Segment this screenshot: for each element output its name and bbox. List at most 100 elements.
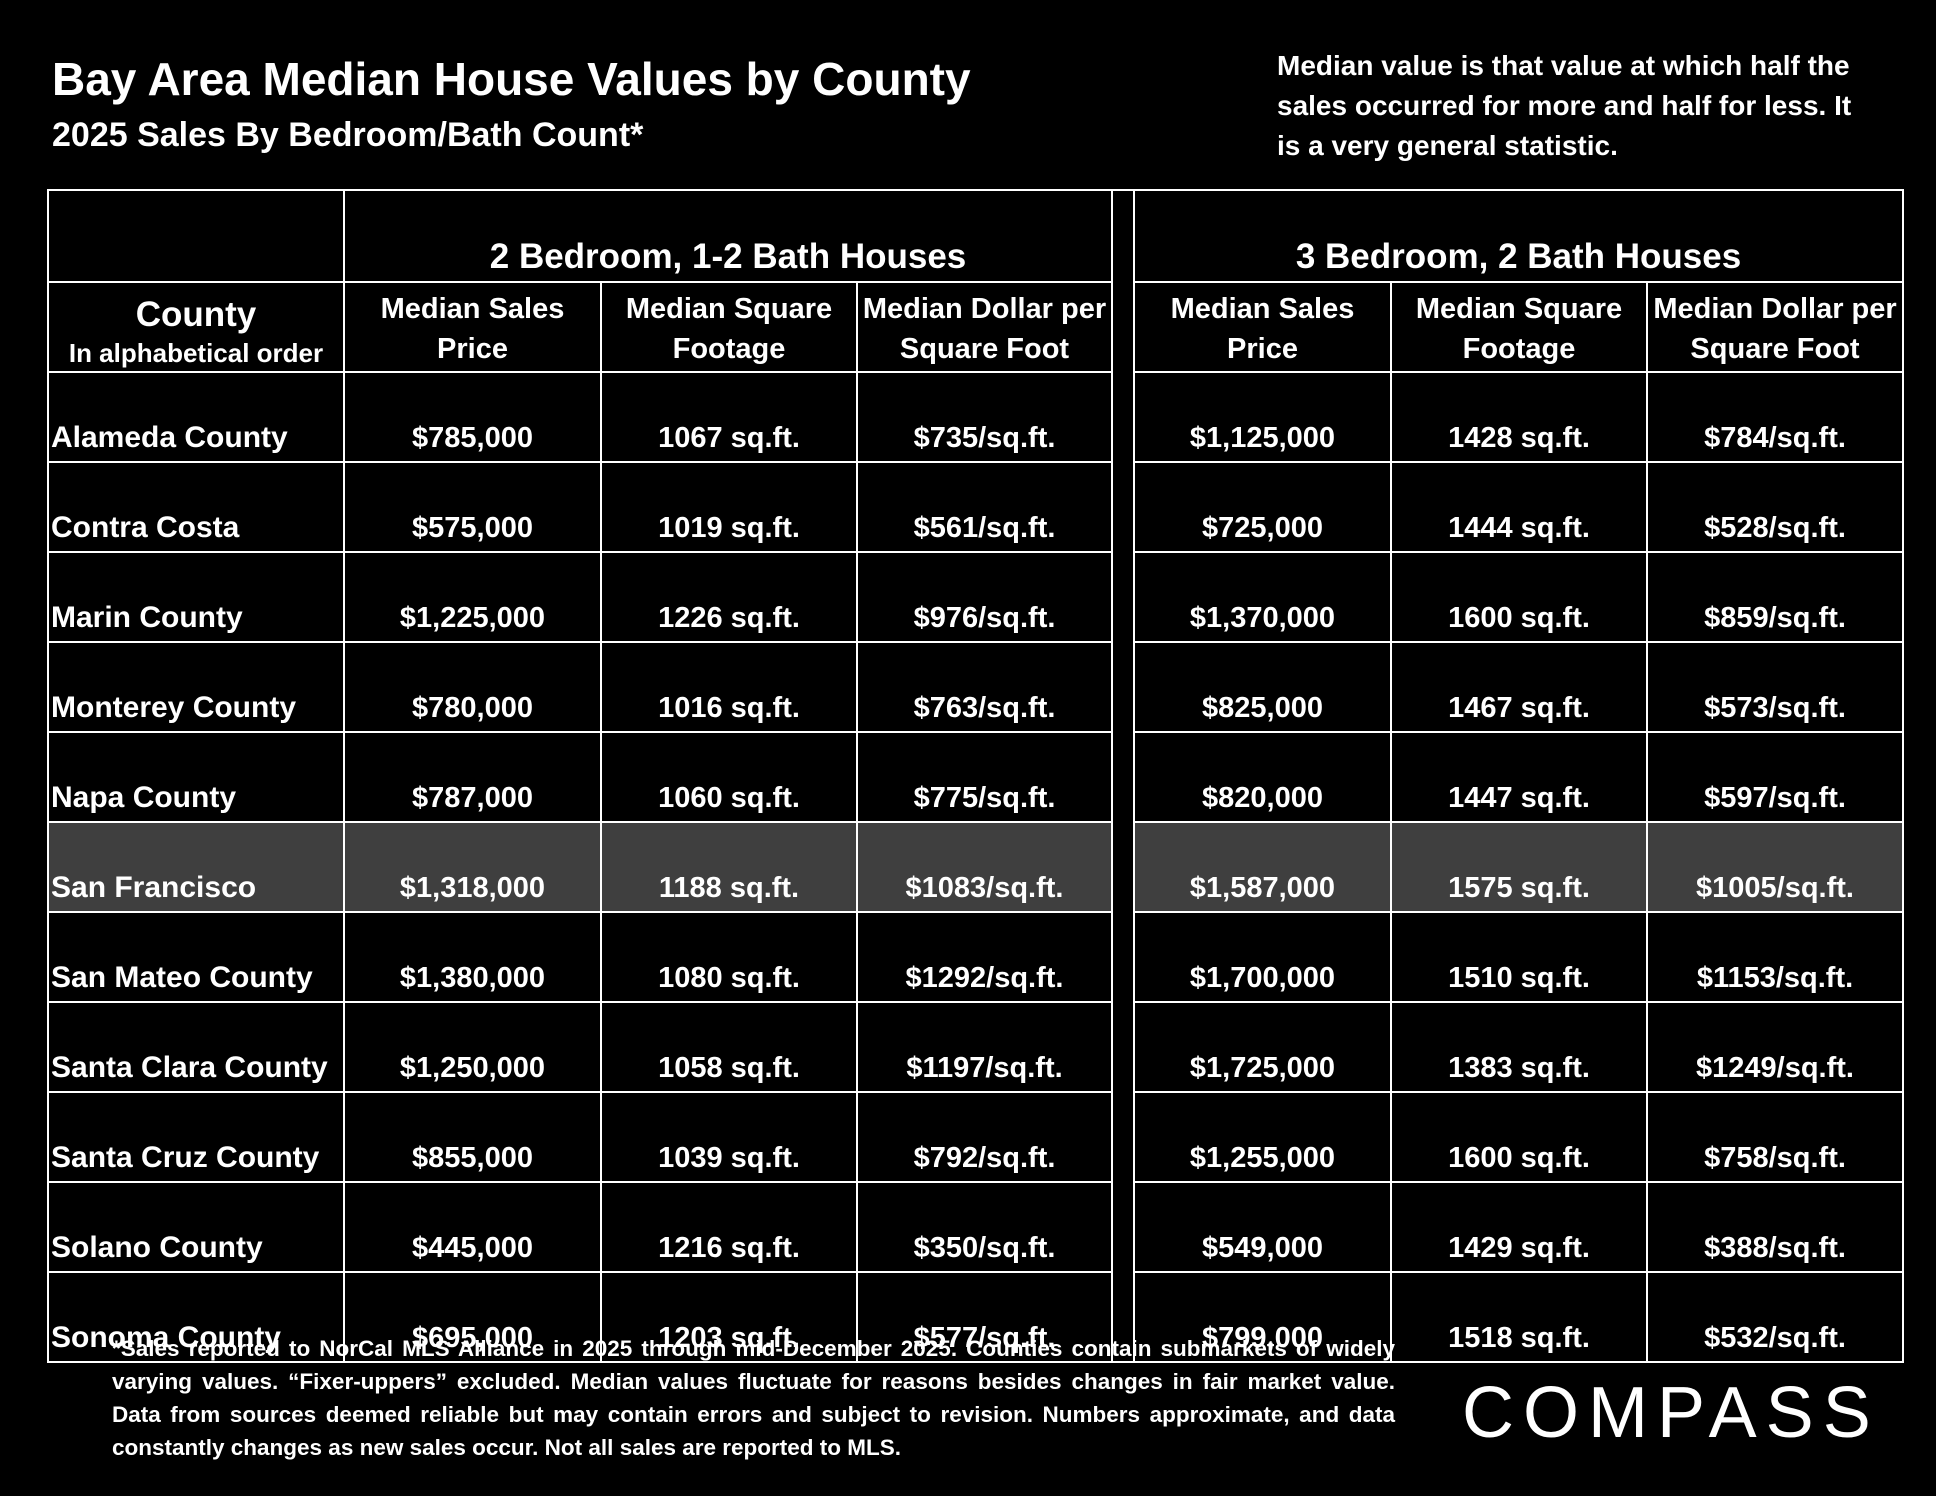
county-name: San Mateo County <box>47 911 345 1003</box>
cell: $1005/sq.ft. <box>1645 821 1905 913</box>
cell: $799,000 <box>1133 1271 1392 1363</box>
cell: $445,000 <box>343 1181 602 1273</box>
cell: $859/sq.ft. <box>1645 551 1905 643</box>
cell: $758/sq.ft. <box>1645 1091 1905 1183</box>
county-name: Santa Cruz County <box>47 1091 345 1183</box>
cell: $1,255,000 <box>1133 1091 1392 1183</box>
subtitle: 2025 Sales By Bedroom/Bath Count* <box>52 116 644 154</box>
cell: $1,125,000 <box>1133 371 1392 463</box>
cell: 1188 sq.ft. <box>600 821 858 913</box>
data-row: Alameda County $785,000 1067 sq.ft. $735/sq… <box>47 371 1905 463</box>
county-name: Marin County <box>47 551 345 643</box>
cell: 1067 sq.ft. <box>600 371 858 463</box>
column-header: Median Square Footage <box>600 281 858 373</box>
cell: $549,000 <box>1133 1181 1392 1273</box>
cell: $780,000 <box>343 641 602 733</box>
cell: $725,000 <box>1133 461 1392 553</box>
column-header: Median Dollar per Square Foot <box>856 281 1113 373</box>
data-row: Monterey County $780,000 1016 sq.ft. $763/s… <box>47 641 1905 733</box>
cell: $1,700,000 <box>1133 911 1392 1003</box>
cell: $1,250,000 <box>343 1001 602 1093</box>
cell: $1249/sq.ft. <box>1645 1001 1905 1093</box>
footnote: *Sales reported to NorCal MLS Alliance i… <box>112 1336 1395 1460</box>
title: Bay Area Median House Values by County <box>52 53 971 105</box>
county-header-cell: County In alphabetical order <box>47 281 345 373</box>
cell: $825,000 <box>1133 641 1392 733</box>
data-row: San Mateo County $1,380,000 1080 sq.ft. $12… <box>47 911 1905 1003</box>
cell: $976/sq.ft. <box>856 551 1113 643</box>
logo: COMPASS <box>1462 1373 1880 1453</box>
cell: 1060 sq.ft. <box>600 731 858 823</box>
cell: 1518 sq.ft. <box>1390 1271 1648 1363</box>
cell: $573/sq.ft. <box>1645 641 1905 733</box>
cell: 1428 sq.ft. <box>1390 371 1648 463</box>
cell: $792/sq.ft. <box>856 1091 1113 1183</box>
cell: $577/sq.ft. <box>856 1271 1113 1363</box>
cell: $695,000 <box>343 1271 602 1363</box>
cell: 1444 sq.ft. <box>1390 461 1648 553</box>
cell: 1467 sq.ft. <box>1390 641 1648 733</box>
column-header: Median Sales Price <box>343 281 602 373</box>
cell: $1,380,000 <box>343 911 602 1003</box>
cell: 1600 sq.ft. <box>1390 1091 1648 1183</box>
cell: $784/sq.ft. <box>1645 371 1905 463</box>
cell: $1,318,000 <box>343 821 602 913</box>
group-header: 2 Bedroom, 1-2 Bath Houses <box>343 189 1113 283</box>
cell: 1600 sq.ft. <box>1390 551 1648 643</box>
cell: 1575 sq.ft. <box>1390 821 1648 913</box>
cell: 1510 sq.ft. <box>1390 911 1648 1003</box>
county-name: Monterey County <box>47 641 345 733</box>
county-subheader: In alphabetical order <box>68 338 324 368</box>
cell: $1083/sq.ft. <box>856 821 1113 913</box>
cell: 1080 sq.ft. <box>600 911 858 1003</box>
cell: $763/sq.ft. <box>856 641 1113 733</box>
cell: 1019 sq.ft. <box>600 461 858 553</box>
group-header: 3 Bedroom, 2 Bath Houses <box>1132 189 1905 283</box>
data-row: Napa County $787,000 1060 sq.ft. $775/sq.ft… <box>47 731 1905 823</box>
note: Median value is that value at which half… <box>1277 50 1852 161</box>
county-name: Sonoma County <box>47 1271 345 1363</box>
cell: 1203 sq.ft. <box>600 1271 858 1363</box>
cell: $575,000 <box>343 461 602 553</box>
cell: $1,587,000 <box>1133 821 1392 913</box>
cell: $820,000 <box>1133 731 1392 823</box>
data-table: 2 Bedroom, 1-2 Bath Houses 3 Bedroom, 2 B… <box>47 189 1905 1363</box>
cell: $855,000 <box>343 1091 602 1183</box>
column-header: Median Sales Price <box>1133 281 1392 373</box>
cell: $787,000 <box>343 731 602 823</box>
cell: $785,000 <box>343 371 602 463</box>
cell: 1383 sq.ft. <box>1390 1001 1648 1093</box>
county-name: Contra Costa <box>47 461 345 553</box>
corner-cell <box>47 189 345 283</box>
county-name: San Francisco <box>47 821 345 913</box>
cell: $532/sq.ft. <box>1645 1271 1905 1363</box>
cell: $597/sq.ft. <box>1645 731 1905 823</box>
cell: 1039 sq.ft. <box>600 1091 858 1183</box>
group-header-row: 2 Bedroom, 1-2 Bath Houses 3 Bedroom, 2 B… <box>47 189 1905 1363</box>
cell: 1447 sq.ft. <box>1390 731 1648 823</box>
column-header: Median Square Footage <box>1390 281 1648 373</box>
cell: $388/sq.ft. <box>1645 1181 1905 1273</box>
column-header: Median Dollar per Square Foot <box>1645 281 1905 373</box>
cell: $1,370,000 <box>1133 551 1392 643</box>
cell: $528/sq.ft. <box>1645 461 1905 553</box>
cell: $561/sq.ft. <box>856 461 1113 553</box>
column-header-row: County In alphabetical order Median Sales … <box>47 281 1905 373</box>
cell: 1216 sq.ft. <box>600 1181 858 1273</box>
cell: $1,725,000 <box>1133 1001 1392 1093</box>
cell: 1429 sq.ft. <box>1390 1181 1648 1273</box>
county-name: Solano County <box>47 1181 345 1273</box>
county-name: Santa Clara County <box>47 1001 345 1093</box>
cell: $735/sq.ft. <box>856 371 1113 463</box>
county-name: Alameda County <box>47 371 345 463</box>
cell: 1226 sq.ft. <box>600 551 858 643</box>
divider <box>1111 189 1135 1363</box>
cell: $350/sq.ft. <box>856 1181 1113 1273</box>
data-row: Santa Cruz County $855,000 1039 sq.ft. $792… <box>47 1091 1905 1183</box>
county-name: Napa County <box>47 731 345 823</box>
data-row: Marin County $1,225,000 1226 sq.ft. $976/sq… <box>47 551 1905 643</box>
cell: $1292/sq.ft. <box>856 911 1113 1003</box>
data-row: Solano County $445,000 1216 sq.ft. $350/sq.… <box>47 1181 1905 1273</box>
cell: $1,225,000 <box>343 551 602 643</box>
data-row: Santa Clara County $1,250,000 1058 sq.ft. $… <box>47 1001 1905 1093</box>
